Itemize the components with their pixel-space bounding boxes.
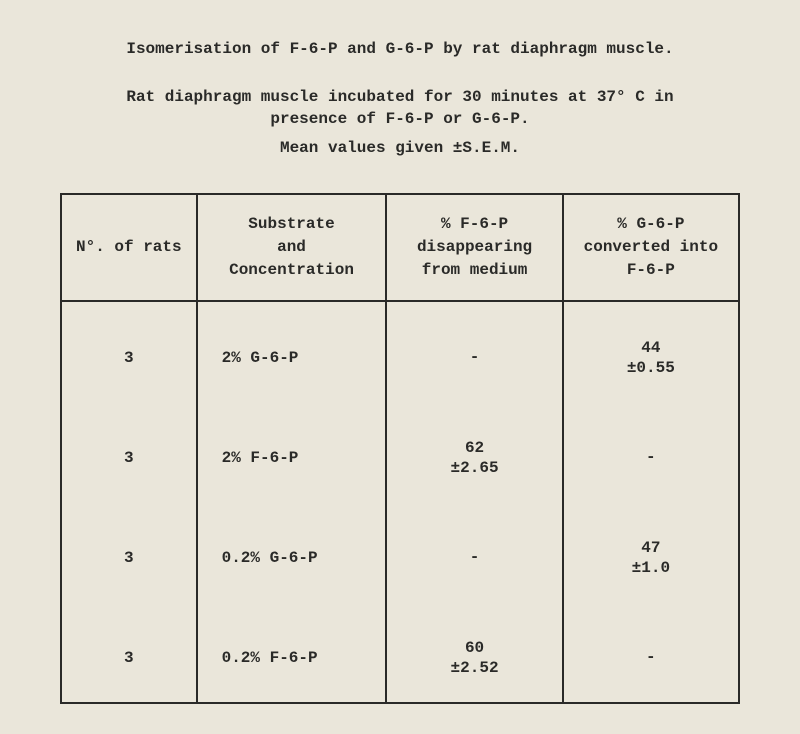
cell-n-rats: 3 [61, 301, 197, 402]
cell-n-rats: 3 [61, 502, 197, 602]
cell-g6p-value: - [572, 648, 730, 666]
header-g6p-l2: converted into [584, 238, 718, 256]
cell-f6p-sem: ±2.65 [395, 459, 553, 477]
cell-g6p-value: - [572, 448, 730, 466]
cell-f6p: - [386, 301, 562, 402]
header-g6p-l1: % G-6-P [617, 215, 684, 233]
cell-substrate: 2% F-6-P [197, 402, 387, 502]
cell-g6p: - [563, 402, 739, 502]
table-row: 3 2% G-6-P - 44 ±0.55 [61, 301, 739, 402]
cell-f6p: - [386, 502, 562, 602]
cell-f6p-value: 60 [395, 639, 553, 657]
cell-g6p-sem: ±1.0 [572, 559, 730, 577]
table-header-row: N°. of rats Substrate and Concentration … [61, 194, 739, 302]
mean-values-note: Mean values given ±S.E.M. [60, 139, 740, 157]
description-line1: Rat diaphragm muscle incubated for 30 mi… [126, 88, 673, 106]
cell-g6p: 47 ±1.0 [563, 502, 739, 602]
cell-g6p-sem: ±0.55 [572, 359, 730, 377]
header-substrate-l3: Concentration [229, 261, 354, 279]
description-line2: presence of F-6-P or G-6-P. [270, 110, 529, 128]
cell-g6p: 44 ±0.55 [563, 301, 739, 402]
cell-substrate: 0.2% F-6-P [197, 602, 387, 703]
header-f6p-l1: % F-6-P [441, 215, 508, 233]
table-body: 3 2% G-6-P - 44 ±0.55 3 2% F-6-P 62 ±2.6… [61, 301, 739, 703]
cell-f6p-value: 62 [395, 439, 553, 457]
cell-f6p-value: - [395, 548, 553, 566]
header-substrate: Substrate and Concentration [197, 194, 387, 302]
header-g6p-converted: % G-6-P converted into F-6-P [563, 194, 739, 302]
cell-f6p: 60 ±2.52 [386, 602, 562, 703]
cell-n-rats: 3 [61, 402, 197, 502]
header-f6p-l2: disappearing [417, 238, 532, 256]
header-f6p-l3: from medium [422, 261, 528, 279]
data-table: N°. of rats Substrate and Concentration … [60, 193, 740, 705]
header-g6p-l3: F-6-P [627, 261, 675, 279]
cell-f6p-sem: ±2.52 [395, 659, 553, 677]
cell-f6p-value: - [395, 348, 553, 366]
document-page: Isomerisation of F-6-P and G-6-P by rat … [0, 0, 800, 734]
header-substrate-l1: Substrate [248, 215, 334, 233]
cell-substrate: 0.2% G-6-P [197, 502, 387, 602]
table-row: 3 0.2% F-6-P 60 ±2.52 - [61, 602, 739, 703]
cell-substrate: 2% G-6-P [197, 301, 387, 402]
page-title: Isomerisation of F-6-P and G-6-P by rat … [60, 40, 740, 58]
table-row: 3 2% F-6-P 62 ±2.65 - [61, 402, 739, 502]
cell-f6p: 62 ±2.65 [386, 402, 562, 502]
cell-g6p: - [563, 602, 739, 703]
description: Rat diaphragm muscle incubated for 30 mi… [60, 86, 740, 131]
cell-g6p-value: 47 [572, 539, 730, 557]
header-f6p-disappearing: % F-6-P disappearing from medium [386, 194, 562, 302]
header-n-rats: N°. of rats [61, 194, 197, 302]
header-substrate-l2: and [277, 238, 306, 256]
cell-g6p-value: 44 [572, 339, 730, 357]
table-row: 3 0.2% G-6-P - 47 ±1.0 [61, 502, 739, 602]
cell-n-rats: 3 [61, 602, 197, 703]
